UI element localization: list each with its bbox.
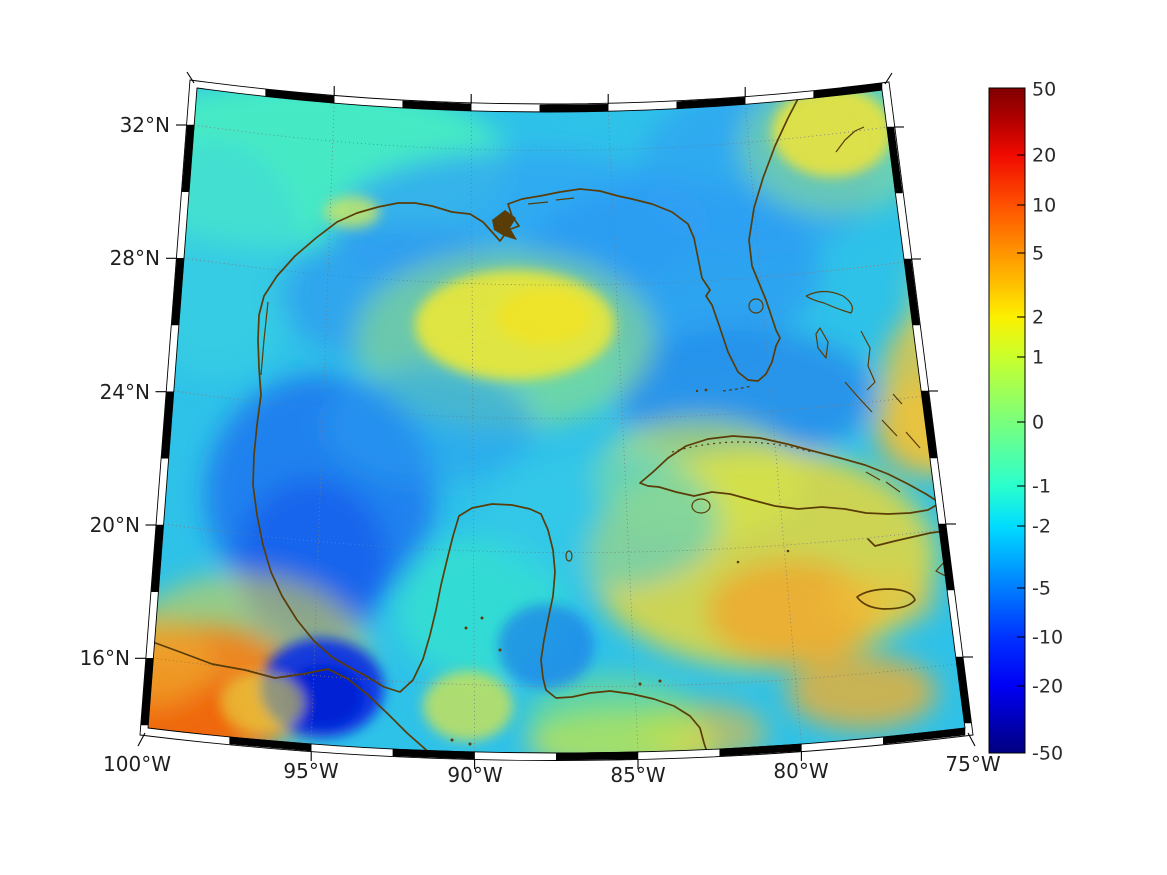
lake-okeechobee <box>748 298 764 314</box>
field-blobs-small <box>220 88 892 741</box>
cozumel <box>565 550 573 562</box>
colorbar-label-n5: -5 <box>1032 578 1051 600</box>
anomaly-field <box>148 88 965 753</box>
coast-cuba <box>639 435 941 515</box>
coast-north-america-gulf <box>252 94 801 753</box>
colorbar-label-0: 0 <box>1032 412 1044 434</box>
lon-label-95w: 95°W <box>283 759 338 783</box>
lon-label-80w: 80°W <box>773 759 828 783</box>
colorbar-label-20: 20 <box>1032 145 1056 167</box>
lat-label-16n: 16°N <box>80 646 130 670</box>
lat-label-28n: 28°N <box>110 246 160 270</box>
gridline-16n <box>152 657 958 687</box>
colorbar-label-10: 10 <box>1032 195 1056 217</box>
frame-outer-edge <box>139 79 974 761</box>
colorbar-label-50: 50 <box>1032 79 1056 101</box>
lon-label-90w: 90°W <box>447 763 502 787</box>
colorbar-label-n2: -2 <box>1032 516 1051 538</box>
bay-island-1 <box>638 682 642 686</box>
map-frame <box>135 71 976 769</box>
padre-island <box>260 301 269 376</box>
lat-label-24n: 24°N <box>100 380 150 404</box>
campeche-cay-2 <box>480 616 484 620</box>
colorbar-label-n1: -1 <box>1032 476 1051 498</box>
lon-label-75w: 75°W <box>945 752 1000 776</box>
colorbar-label-2: 2 <box>1032 307 1044 329</box>
campeche-cay-1 <box>464 626 468 630</box>
cayman-1 <box>736 560 740 564</box>
lon-axis: 100°W 95°W 90°W 85°W 80°W 75°W <box>103 752 1001 787</box>
gridline-90w <box>470 110 476 753</box>
colorbar-gradient <box>988 87 1026 754</box>
bay-island-2 <box>658 679 662 683</box>
marquesas-key <box>695 389 699 393</box>
cayman-2 <box>786 549 790 553</box>
coastlines <box>149 94 965 753</box>
lat-axis: 32°N 28°N 24°N 20°N 16°N <box>80 113 170 670</box>
bahamas-andros <box>815 327 829 359</box>
bahamas-eleuthera <box>860 330 876 391</box>
florida-keys <box>722 385 753 392</box>
colorbar-label-n50: -50 <box>1032 743 1063 765</box>
texas-islet-2 <box>162 179 166 183</box>
mississippi-sound-islands <box>527 197 575 205</box>
colorbar-label-n10: -10 <box>1032 627 1063 649</box>
colorbar-label-1: 1 <box>1032 347 1044 369</box>
dry-tortugas <box>704 388 708 392</box>
lat-label-32n: 32°N <box>120 113 170 137</box>
colorbar-ticks <box>1017 154 1025 687</box>
campeche-cay-3 <box>498 648 502 652</box>
sea-islands <box>835 126 865 153</box>
colorbar-label-n20: -20 <box>1032 676 1063 698</box>
graticule <box>152 103 958 753</box>
bahamas-southeast-cays <box>865 431 921 493</box>
colorbar-labels: 50 20 10 5 2 1 0 -1 -2 -5 -10 -20 -50 <box>1032 79 1063 765</box>
lon-label-100w: 100°W <box>103 752 171 776</box>
gridline-85w <box>607 111 639 753</box>
gridline-32n <box>193 124 888 151</box>
lat-label-20n: 20°N <box>90 513 140 537</box>
colorbar-label-5: 5 <box>1032 243 1044 265</box>
colorbar: 50 20 10 5 2 1 0 -1 -2 -5 -10 -20 -50 <box>988 79 1063 765</box>
cay-5 <box>468 742 472 746</box>
texas-islet-1 <box>159 169 163 173</box>
jamaica <box>856 588 916 610</box>
isle-of-youth <box>691 498 711 514</box>
cay-4 <box>450 738 454 742</box>
bahamas-long-island <box>881 393 903 437</box>
gridline-95w <box>310 103 335 745</box>
bahamas-grand-abaco <box>805 290 853 314</box>
mississippi-delta <box>492 210 517 240</box>
coast-pacific-mexico <box>149 640 434 753</box>
lon-label-85w: 85°W <box>610 763 665 787</box>
bahamas-exuma <box>844 381 873 413</box>
